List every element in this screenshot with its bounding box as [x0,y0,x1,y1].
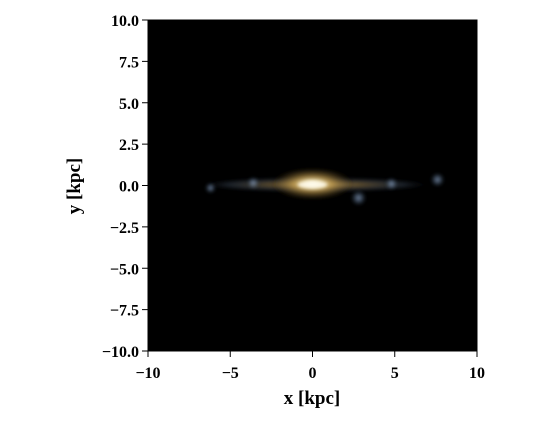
galaxy-clump-1 [430,172,445,188]
y-tick-label: −10.0 [102,344,139,361]
y-axis-ticks: 10.0 7.5 5.0 2.5 0.0 −2.5 −5.0 −7.5 −10.0 [102,13,148,361]
galaxy-clump-3 [246,176,260,190]
galaxy-clump-2 [350,189,367,207]
x-tick-label: −5 [222,365,239,382]
y-tick-label: 10.0 [111,13,139,30]
galaxy-image [197,167,445,207]
y-axis-label: y [kpc] [64,158,85,214]
x-tick-label: −10 [135,365,160,382]
x-tick-label: 0 [309,365,317,382]
x-tick-label: 10 [469,365,485,382]
y-tick-label: 0.0 [119,179,139,196]
y-tick-label: −7.5 [110,303,139,320]
galaxy-core [297,181,328,189]
galaxy-clump-4 [384,177,399,191]
y-tick-label: −5.0 [110,261,139,278]
x-axis-label: x [kpc] [284,388,340,409]
y-tick-label: −2.5 [110,220,139,237]
y-tick-label: 5.0 [119,96,139,113]
y-tick-label: 7.5 [119,54,139,71]
x-tick-label: 5 [391,365,399,382]
galaxy-clump-5 [204,182,217,194]
y-tick-label: 2.5 [119,137,139,154]
x-axis-ticks: −10 −5 0 5 10 [135,351,485,382]
